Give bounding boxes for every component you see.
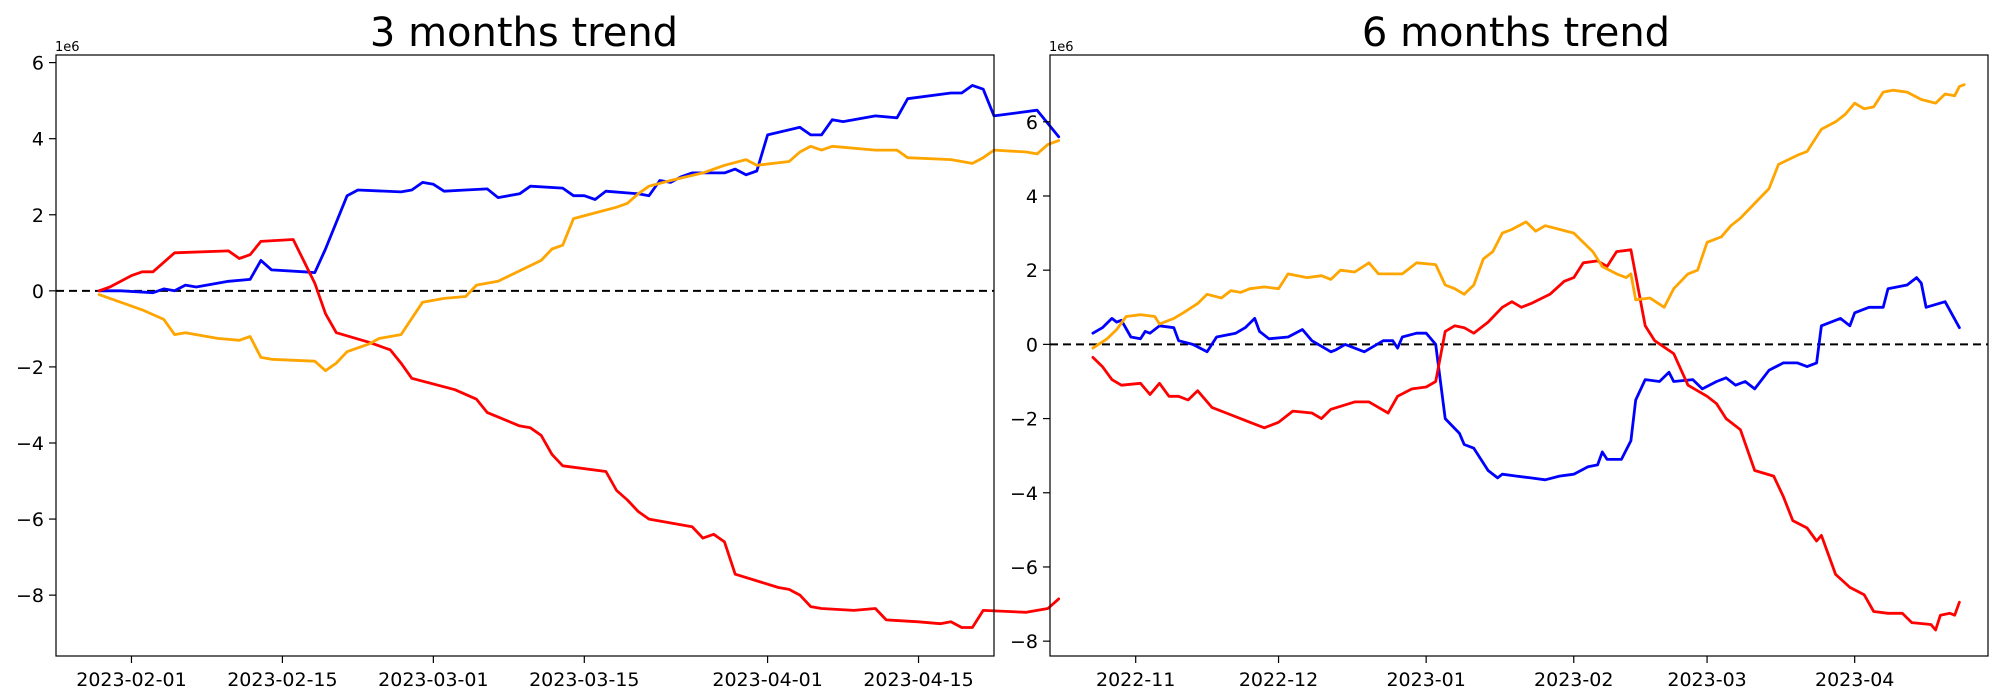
y-axis-ticks: −8 −6 −4 −2 0 2 4 6 xyxy=(1010,112,1050,653)
y-tick-label: −6 xyxy=(16,509,44,531)
series-layer xyxy=(1091,83,1966,632)
series-line-2 xyxy=(1091,248,1961,632)
x-tick-label: 2022-11 xyxy=(1096,669,1175,691)
x-tick-label: 2023-03 xyxy=(1667,669,1746,691)
y-tick-label: −4 xyxy=(1010,483,1038,505)
y-tick-label: −6 xyxy=(1010,557,1038,579)
x-tick-label: 2023-01 xyxy=(1386,669,1465,691)
y-tick-label: 0 xyxy=(32,281,44,303)
y-tick-label: −2 xyxy=(16,357,44,379)
series-line-3 xyxy=(97,139,1061,373)
chart-title: 3 months trend xyxy=(370,10,678,56)
chart-panel-3-months: 3 months trend 1e6 −8 −6 −4 −2 0 2 4 6 2023-02-… xyxy=(16,10,1061,691)
y-tick-label: 4 xyxy=(32,129,44,151)
y-tick-label: 4 xyxy=(1026,186,1038,208)
x-tick-label: 2023-03-01 xyxy=(378,669,488,691)
y-tick-label: −4 xyxy=(16,433,44,455)
y-axis-ticks: −8 −6 −4 −2 0 2 4 6 xyxy=(16,53,56,607)
series-line-1 xyxy=(1091,276,1961,482)
x-tick-label: 2023-02-01 xyxy=(76,669,186,691)
y-scale-label: 1e6 xyxy=(1049,40,1074,55)
x-tick-label: 2023-04 xyxy=(1815,669,1894,691)
y-tick-label: 2 xyxy=(1026,260,1038,282)
series-line-3 xyxy=(1091,83,1966,350)
x-axis-ticks: 2023-02-01 2023-02-15 2023-03-01 2023-03-15… xyxy=(76,656,974,691)
y-tick-label: −8 xyxy=(16,585,44,607)
plot-frame xyxy=(55,54,995,657)
y-tick-label: −8 xyxy=(1010,631,1038,653)
plot-frame xyxy=(1049,54,1989,657)
series-line-1 xyxy=(97,84,1061,295)
x-tick-label: 2023-03-15 xyxy=(529,669,639,691)
x-tick-label: 2022-12 xyxy=(1239,669,1318,691)
y-tick-label: 6 xyxy=(32,53,44,75)
y-tick-label: −2 xyxy=(1010,409,1038,431)
x-tick-label: 2023-04-01 xyxy=(712,669,822,691)
x-tick-label: 2023-02-15 xyxy=(227,669,337,691)
series-line-2 xyxy=(97,238,1061,629)
x-tick-label: 2023-02 xyxy=(1534,669,1613,691)
chart-title: 6 months trend xyxy=(1362,10,1670,56)
y-tick-label: 2 xyxy=(32,205,44,227)
x-tick-label: 2023-04-15 xyxy=(863,669,973,691)
y-tick-label: 6 xyxy=(1026,112,1038,134)
series-layer xyxy=(97,84,1061,629)
y-tick-label: 0 xyxy=(1026,334,1038,356)
x-axis-ticks: 2022-11 2022-12 2023-01 2023-02 2023-03 2023-… xyxy=(1096,656,1894,691)
y-scale-label: 1e6 xyxy=(55,40,80,55)
